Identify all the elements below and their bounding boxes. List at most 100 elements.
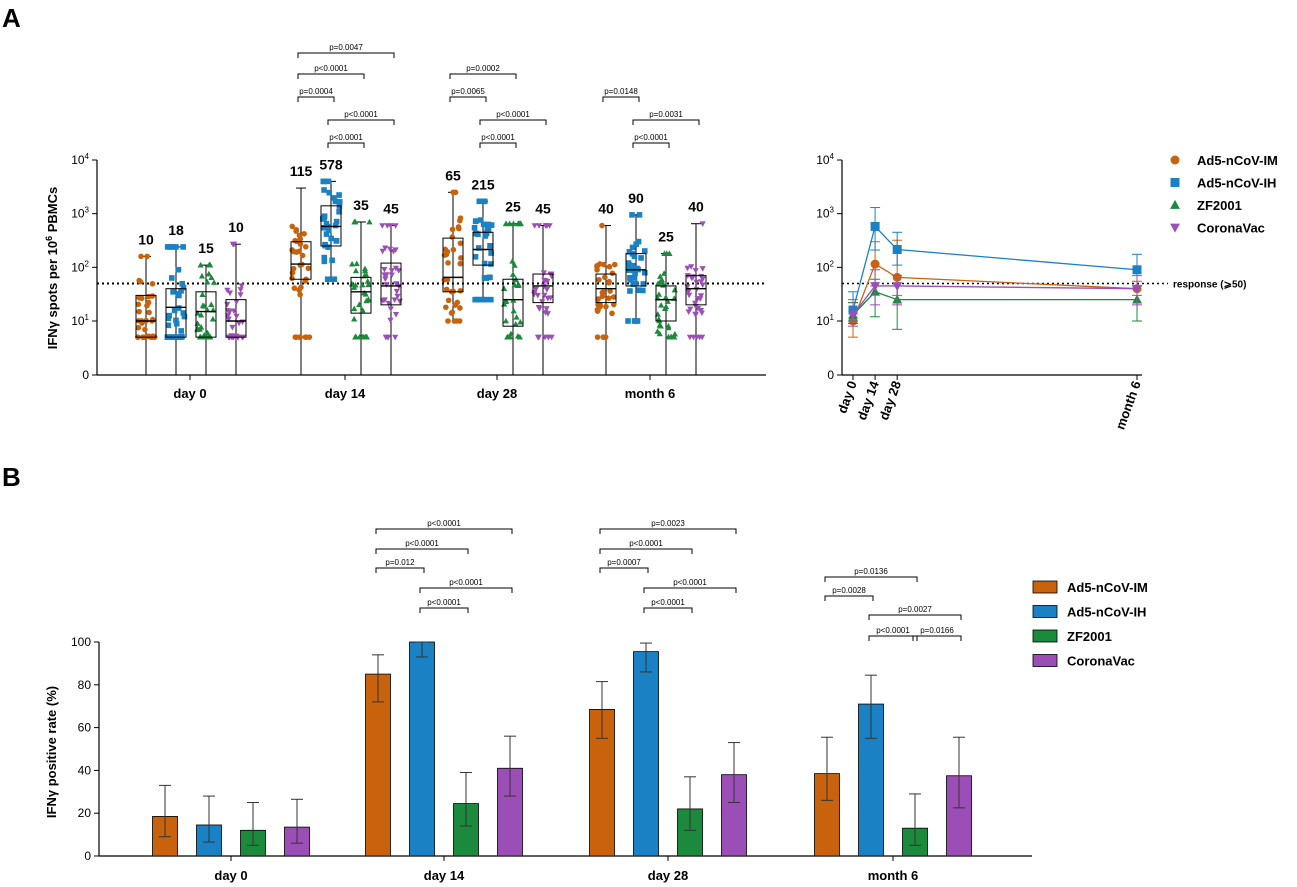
data-point xyxy=(383,282,390,288)
bracket-line xyxy=(824,595,874,601)
data-point xyxy=(513,314,520,320)
data-point xyxy=(600,261,607,268)
data-point xyxy=(150,333,156,339)
data-point xyxy=(323,220,330,227)
data-point xyxy=(204,306,211,313)
data-point xyxy=(323,231,330,237)
data-point xyxy=(196,326,203,332)
data-point xyxy=(671,330,678,337)
data-point xyxy=(386,246,394,253)
legend-marker xyxy=(1170,199,1180,209)
b-x-tick-label: day 14 xyxy=(424,868,465,883)
series-point xyxy=(1132,265,1142,275)
data-point xyxy=(181,313,188,320)
data-point xyxy=(136,308,142,315)
data-point xyxy=(502,220,510,227)
b-x-tick-label: day 0 xyxy=(214,868,247,883)
data-point xyxy=(351,305,358,312)
a-median-label: 15 xyxy=(198,240,214,256)
bracket-line xyxy=(327,119,395,125)
data-point xyxy=(165,315,172,321)
data-point xyxy=(333,238,340,244)
data-point xyxy=(293,227,300,233)
data-point xyxy=(698,293,705,299)
data-point xyxy=(321,258,328,265)
b-legend-item-coronavac: CoronaVac xyxy=(1032,654,1135,669)
data-point xyxy=(365,281,372,287)
bar xyxy=(365,673,391,857)
data-point xyxy=(226,309,233,316)
b-x-tick-label: day 28 xyxy=(648,868,688,883)
data-point xyxy=(687,306,694,313)
a-box-month-6-ad5-ncov-ih: 90 xyxy=(625,190,648,324)
b-significance-bracket: p=0.0027 xyxy=(868,605,962,620)
data-point xyxy=(540,270,547,276)
p-value-label: p=0.0047 xyxy=(329,43,363,52)
b-significance-bracket: p=0.0023 xyxy=(599,519,737,534)
data-point xyxy=(634,265,640,272)
box xyxy=(290,241,312,280)
data-point xyxy=(333,218,340,225)
data-point xyxy=(457,240,464,247)
data-point xyxy=(173,317,179,324)
b-significance-bracket: p<0.0001 xyxy=(375,519,513,534)
data-point xyxy=(515,220,522,227)
data-point xyxy=(671,333,678,340)
panel-a-label: A xyxy=(2,3,21,33)
box xyxy=(195,291,217,338)
bracket-line xyxy=(375,548,469,554)
data-point xyxy=(594,262,600,269)
legend-label: Ad5-nCoV-IM xyxy=(1067,580,1148,595)
bracket-line xyxy=(479,142,517,148)
data-point xyxy=(353,260,360,267)
b-significance-bracket: p=0.012 xyxy=(375,558,425,573)
b-significance-bracket: p<0.0001 xyxy=(375,539,469,554)
data-point xyxy=(534,292,541,299)
data-point xyxy=(542,223,549,229)
p-value-label: p<0.0001 xyxy=(449,578,483,587)
data-point xyxy=(685,289,692,295)
data-point xyxy=(699,334,706,341)
bracket-line xyxy=(643,587,737,593)
data-point xyxy=(631,318,638,324)
box xyxy=(472,231,494,266)
data-point xyxy=(485,221,492,228)
a-significance-bracket: p<0.0001 xyxy=(479,133,517,148)
panel-b-label: B xyxy=(2,462,21,492)
data-point xyxy=(359,333,366,340)
data-point xyxy=(656,279,664,285)
data-point xyxy=(199,291,206,298)
b-legend-item-ad5-ncov-im: Ad5-nCoV-IM xyxy=(1032,580,1148,595)
data-point xyxy=(225,316,232,323)
bracket-line xyxy=(479,119,547,125)
b-bar-day-28-zf2001 xyxy=(677,776,703,857)
data-point xyxy=(388,268,395,274)
data-point xyxy=(391,297,398,303)
data-point xyxy=(290,265,297,272)
p-value-label: p=0.0148 xyxy=(604,87,638,96)
b-bar-day-14-coronavac xyxy=(497,735,523,857)
data-point xyxy=(693,279,700,286)
data-point xyxy=(349,260,356,267)
data-point xyxy=(636,212,643,218)
data-point xyxy=(456,318,463,324)
box xyxy=(380,262,402,306)
data-point xyxy=(443,286,450,293)
data-point xyxy=(661,270,668,276)
data-point xyxy=(486,274,493,281)
data-point xyxy=(642,269,648,276)
data-point xyxy=(395,268,402,274)
bracket-line xyxy=(297,73,365,79)
data-point xyxy=(388,272,395,279)
data-point xyxy=(609,270,616,277)
p-value-label: p<0.0001 xyxy=(427,519,461,528)
legend-label: ZF2001 xyxy=(1067,629,1112,644)
b-bar-day-28-ad5-ncov-ih xyxy=(633,642,659,857)
data-point xyxy=(379,248,386,255)
data-point xyxy=(632,280,639,287)
data-point xyxy=(363,297,370,304)
data-point xyxy=(224,301,231,308)
data-point xyxy=(475,245,482,251)
bracket-line xyxy=(632,119,700,125)
data-point xyxy=(171,307,178,314)
